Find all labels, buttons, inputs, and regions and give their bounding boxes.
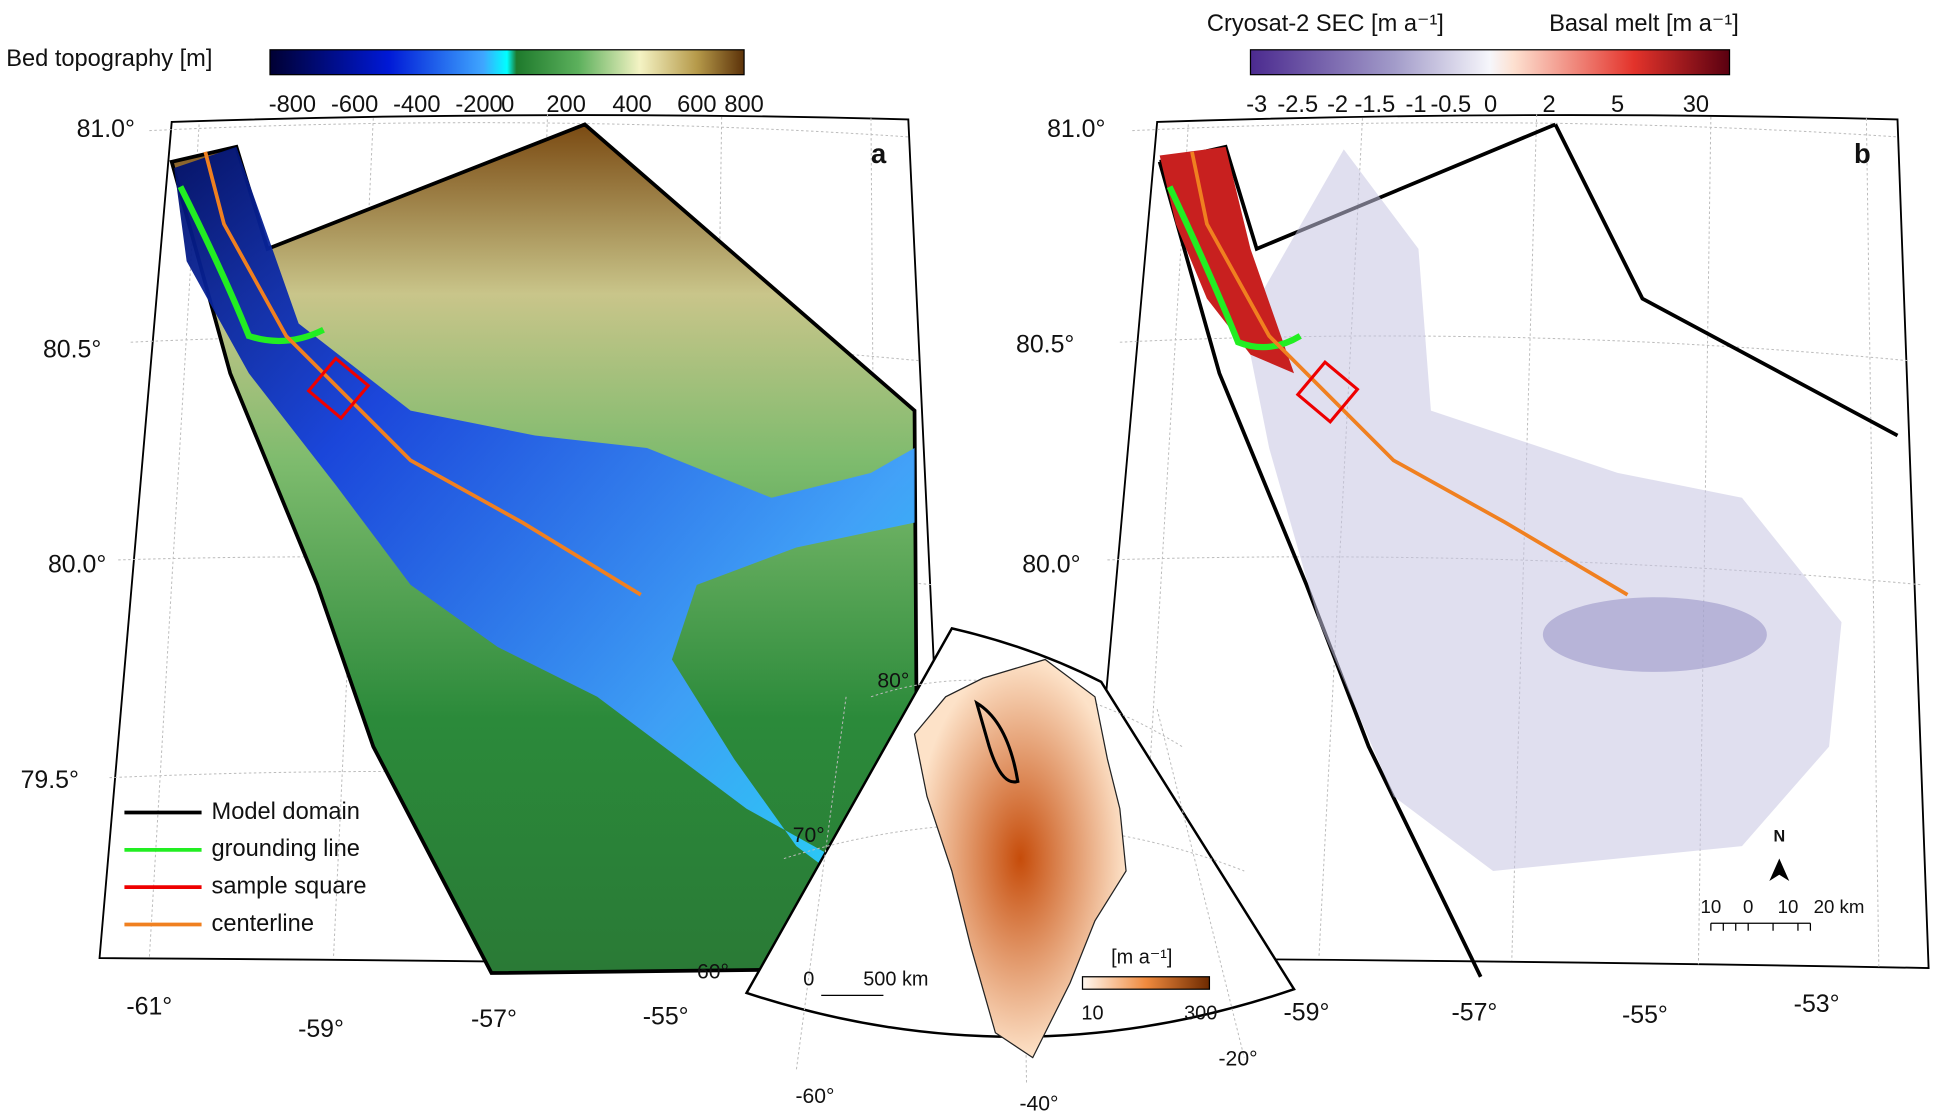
colorbar (1249, 49, 1731, 76)
colorbar-tick-label: 600 (677, 92, 716, 118)
colorbar-tick-label: -1.5 (1355, 92, 1396, 118)
colorbar-tick-label: -1 (1405, 92, 1426, 118)
lat-label: 70° (793, 824, 825, 847)
scale-label: 20 km (1814, 896, 1865, 917)
colorbar-tick-label: 10 (1081, 1002, 1103, 1024)
colorbar-title: Basal melt [m a⁻¹] (1549, 11, 1739, 37)
north-arrow (1769, 858, 1790, 881)
lat-label: 80° (877, 669, 909, 692)
colorbar (1081, 976, 1211, 990)
centerline (203, 151, 642, 597)
colorbar-tick-label: 0 (501, 92, 514, 118)
colorbar-title: Bed topography [m] (6, 46, 212, 72)
colorbar-tick-label: -2 (1327, 92, 1348, 118)
scale-label: 10 (1778, 896, 1799, 917)
legend-label: grounding line (212, 836, 360, 862)
legend-label: sample square (212, 873, 367, 899)
colorbar-tick-label: 5 (1611, 92, 1624, 118)
lat-label: 80.5° (43, 335, 101, 363)
lon-label: -40° (1019, 1093, 1058, 1116)
legend: Model domain grounding line sample square c… (124, 799, 366, 937)
legend-label: centerline (212, 911, 314, 937)
panel-b: Cryosat-2 SEC [m a⁻¹] Basal melt [m a⁻¹]… (1081, 11, 1930, 978)
colorbar-tick-label: -400 (393, 92, 440, 118)
scale-bar (1710, 922, 1812, 931)
inset: [m a⁻¹] (744, 626, 1296, 1083)
sec-field (1244, 149, 1842, 871)
scale-label: 0 (803, 969, 814, 991)
scale-label: 0 (1743, 896, 1753, 917)
grounding-line (1166, 185, 1302, 351)
lon-label: -60° (795, 1085, 834, 1108)
sample-square (1295, 359, 1360, 424)
centerline (1190, 151, 1629, 597)
colorbar-tick-label: 800 (724, 92, 763, 118)
colorbar-tick-label: -200 (455, 92, 502, 118)
sample-square (306, 356, 371, 421)
colorbar-tick-label: -800 (269, 92, 316, 118)
scale-label: 500 km (863, 969, 928, 991)
lat-label: 81.0° (77, 115, 135, 143)
colorbar-title: [m a⁻¹] (1111, 946, 1172, 968)
lon-label: -55° (643, 1002, 689, 1030)
colorbar-title: Cryosat-2 SEC [m a⁻¹] (1207, 11, 1444, 37)
lat-label: 60° (697, 961, 729, 984)
lon-label: -55° (1622, 1001, 1668, 1029)
colorbar-tick-label: 300 (1184, 1002, 1217, 1024)
north-label: N (1773, 828, 1785, 846)
colorbar-tick-label: -2.5 (1277, 92, 1318, 118)
model-domain (974, 699, 1020, 784)
sec-low (1542, 597, 1767, 672)
lat-label: 81.0° (1047, 115, 1105, 143)
lat-label: 80.0° (1022, 551, 1080, 579)
lon-label: -59° (1284, 999, 1330, 1027)
lon-label: -57° (1451, 999, 1497, 1027)
colorbar-tick-label: 30 (1683, 92, 1709, 118)
colorbar-tick-label: -0.5 (1430, 92, 1471, 118)
lon-label: -53° (1794, 990, 1840, 1018)
colorbar-tick-label: 200 (546, 92, 585, 118)
lon-label: -57° (471, 1005, 517, 1033)
lat-label: 79.5° (21, 766, 79, 794)
colorbar-tick-label: 2 (1543, 92, 1556, 118)
colorbar-tick-label: 0 (1484, 92, 1497, 118)
lon-label: -20° (1219, 1048, 1258, 1071)
panel-label: b (1854, 138, 1871, 169)
panel-label: a (871, 138, 887, 169)
grounding-line (177, 185, 325, 344)
colorbar-tick-label: -3 (1246, 92, 1267, 118)
scale-label: 10 (1700, 896, 1721, 917)
colorbar-tick-label: 400 (612, 92, 651, 118)
legend-label: Model domain (212, 799, 360, 825)
lat-label: 80.5° (1016, 330, 1074, 358)
colorbar-tick-label: -600 (331, 92, 378, 118)
colorbar (269, 49, 745, 76)
lat-label: 80.0° (48, 551, 106, 579)
panel-a: Bed topography [m] a Model domain groundi… (6, 46, 950, 975)
lon-label: -61° (126, 992, 172, 1020)
lon-label: -59° (298, 1015, 344, 1043)
greenland (913, 658, 1127, 1059)
